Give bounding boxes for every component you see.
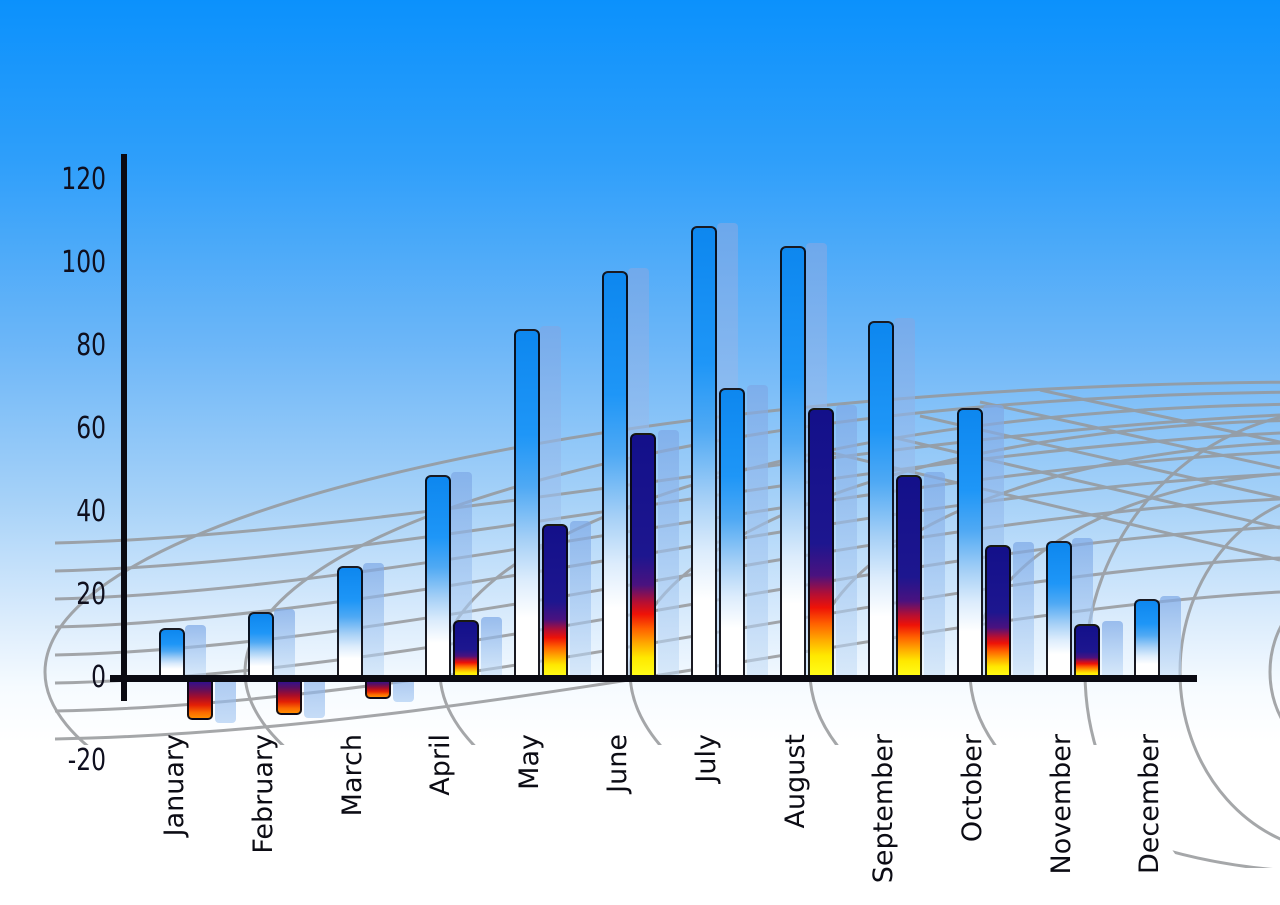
bar-august-series2-shadow bbox=[836, 405, 857, 677]
bar-january-series1-shadow bbox=[185, 625, 206, 677]
bar-june-series1 bbox=[602, 271, 628, 677]
bar-june-series2-shadow bbox=[658, 430, 679, 677]
bar-march-series2 bbox=[365, 681, 391, 699]
x-label-february: February bbox=[248, 734, 279, 854]
y-tick-120: 120 bbox=[61, 162, 106, 197]
bar-july-series1 bbox=[691, 226, 717, 677]
x-label-march: March bbox=[337, 734, 368, 817]
bar-september-series2-shadow bbox=[924, 472, 945, 677]
bar-december-series1-shadow bbox=[1160, 596, 1181, 677]
y-tick-80: 80 bbox=[76, 328, 106, 363]
bar-august-series1 bbox=[780, 246, 806, 677]
bar-august-series2 bbox=[808, 408, 834, 677]
bar-march-series2-shadow bbox=[393, 681, 414, 702]
bar-january-series2 bbox=[187, 681, 213, 720]
x-label-january: January bbox=[159, 734, 190, 837]
bar-october-series2 bbox=[985, 545, 1011, 677]
bar-september-series2 bbox=[896, 475, 922, 677]
bar-june-series2 bbox=[630, 433, 656, 677]
x-label-november: November bbox=[1046, 734, 1077, 875]
bar-may-series2 bbox=[542, 524, 568, 677]
y-tick-20: 20 bbox=[76, 577, 106, 612]
y-tick-0: 0 bbox=[91, 660, 106, 695]
x-label-december: December bbox=[1134, 734, 1165, 875]
y-axis-line bbox=[121, 154, 127, 701]
y-tick-60: 60 bbox=[76, 411, 106, 446]
x-label-october: October bbox=[957, 734, 988, 843]
bar-may-series2-shadow bbox=[570, 521, 591, 677]
bar-february-series1 bbox=[248, 612, 274, 677]
x-label-may: May bbox=[514, 734, 545, 790]
x-label-august: August bbox=[780, 734, 811, 829]
bar-october-series1 bbox=[957, 408, 983, 677]
bar-november-series2 bbox=[1074, 624, 1100, 677]
bar-february-series1-shadow bbox=[274, 609, 295, 677]
bar-october-series2-shadow bbox=[1013, 542, 1034, 677]
x-label-april: April bbox=[425, 734, 456, 796]
y-tick-40: 40 bbox=[76, 494, 106, 529]
bar-january-series1 bbox=[159, 628, 185, 677]
x-axis-baseline bbox=[110, 675, 1197, 682]
bar-april-series1 bbox=[425, 475, 451, 677]
bar-january-series2-shadow bbox=[215, 681, 236, 723]
bar-february-series2-shadow bbox=[304, 681, 325, 718]
bar-april-series2 bbox=[453, 620, 479, 677]
bar-november-series1 bbox=[1046, 541, 1072, 677]
bar-may-series1 bbox=[514, 329, 540, 677]
x-label-july: July bbox=[691, 734, 722, 783]
y-tick--20: -20 bbox=[67, 743, 106, 778]
bar-march-series1-shadow bbox=[363, 563, 384, 677]
bar-september-series1 bbox=[868, 321, 894, 677]
bar-november-series2-shadow bbox=[1102, 621, 1123, 677]
bar-march-series1 bbox=[337, 566, 363, 677]
bar-april-series2-shadow bbox=[481, 617, 502, 677]
x-label-september: September bbox=[868, 734, 899, 884]
y-tick-100: 100 bbox=[61, 245, 106, 280]
bar-december-series1 bbox=[1134, 599, 1160, 677]
bar-july-series2-shadow bbox=[747, 385, 768, 677]
bar-july-series2 bbox=[719, 388, 745, 677]
x-label-june: June bbox=[602, 734, 633, 793]
bar-february-series2 bbox=[276, 681, 302, 715]
